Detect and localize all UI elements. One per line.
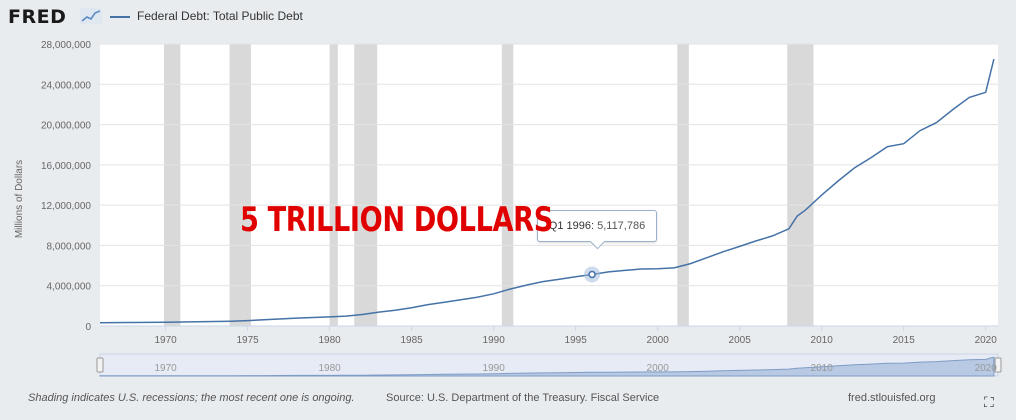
legend-swatch xyxy=(110,16,130,18)
navigator-tick-label: 1990 xyxy=(483,363,506,374)
x-tick-label: 2010 xyxy=(811,335,834,346)
x-tick-label: 2015 xyxy=(893,335,916,346)
recession-band xyxy=(354,44,378,326)
navigator-handle-left[interactable] xyxy=(96,357,104,373)
overlay-annotation: 5 TRILLION DOLLARS xyxy=(240,200,553,240)
recession-band xyxy=(329,44,338,326)
recession-band xyxy=(501,44,514,326)
tooltip-value: 5,117,786 xyxy=(597,220,646,232)
debt-line-chart: 0 4,000,000 8,000,000 12,000,000 16,000,000 2… xyxy=(14,40,1002,377)
navigator-tick-label: 2020 xyxy=(975,363,998,374)
recession-band xyxy=(677,44,689,326)
source-text: Source: U.S. Department of the Treasury.… xyxy=(386,392,660,404)
chart-header: FRED Federal Debt: Total Public Debt xyxy=(0,0,1016,34)
y-axis-title: Millions of Dollars xyxy=(14,160,25,238)
recession-band xyxy=(229,44,251,326)
x-tick-label: 2000 xyxy=(647,335,670,346)
recession-band xyxy=(787,44,814,326)
navigator-tick-label: 2000 xyxy=(647,363,670,374)
fred-logo[interactable]: FRED xyxy=(8,6,67,28)
expand-icon[interactable]: ⛶ xyxy=(984,394,994,410)
y-tick-label: 4,000,000 xyxy=(47,282,92,293)
tooltip-label: Q1 1996: xyxy=(548,220,595,232)
navigator-tick-label: 1980 xyxy=(319,363,342,374)
x-tick-label: 1985 xyxy=(401,335,424,346)
navigator-tick-label: 1970 xyxy=(154,363,177,374)
y-tick-label: 0 xyxy=(85,322,91,333)
y-tick-label: 16,000,000 xyxy=(41,161,91,172)
series-line xyxy=(99,58,995,324)
y-tick-label: 28,000,000 xyxy=(41,40,91,51)
navigator-handle-right[interactable] xyxy=(994,357,1002,373)
fred-logo-icon xyxy=(80,8,102,24)
y-tick-label: 8,000,000 xyxy=(47,241,92,252)
x-tick-label: 2005 xyxy=(729,335,752,346)
x-tick-label: 1970 xyxy=(154,335,177,346)
legend-series-title[interactable]: Federal Debt: Total Public Debt xyxy=(137,9,303,23)
y-tick-label: 20,000,000 xyxy=(41,121,91,132)
recession-note: Shading indicates U.S. recessions; the m… xyxy=(28,392,355,404)
navigator-series xyxy=(99,356,995,377)
navigator-tick-label: 2010 xyxy=(811,363,834,374)
highlight-point[interactable] xyxy=(588,270,596,279)
x-tick-label: 1980 xyxy=(319,335,342,346)
y-tick-label: 24,000,000 xyxy=(41,80,91,91)
fred-url-link[interactable]: fred.stlouisfed.org xyxy=(848,392,936,404)
x-tick-label: 2020 xyxy=(975,335,998,346)
x-tick-label: 1995 xyxy=(565,335,588,346)
x-tick-label: 1975 xyxy=(236,335,259,346)
recession-band xyxy=(163,44,181,326)
data-tooltip: Q1 1996: 5,117,786 xyxy=(537,210,657,242)
x-tick-label: 1990 xyxy=(483,335,506,346)
chart-footer: Shading indicates U.S. recessions; the m… xyxy=(0,384,1016,420)
y-tick-label: 12,000,000 xyxy=(41,201,91,212)
